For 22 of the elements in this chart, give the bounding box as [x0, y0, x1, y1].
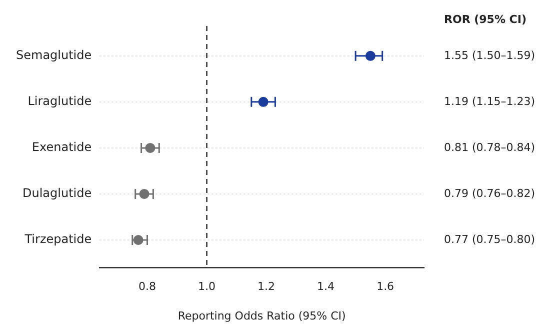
y-tick-label: Semaglutide — [16, 48, 92, 62]
data-label: 0.81 (0.78–0.84) — [444, 140, 536, 154]
point — [365, 50, 376, 61]
data-label: 1.19 (1.15–1.23) — [444, 94, 536, 108]
data-label: 1.55 (1.50–1.59) — [444, 48, 536, 62]
x-tick-label: 0.8 — [138, 280, 156, 294]
x-axis-title: Reporting Odds Ratio (95% CI) — [178, 309, 346, 322]
point — [133, 234, 144, 245]
y-tick-label: Tirzepatide — [24, 232, 92, 246]
x-tick-label: 1.2 — [258, 280, 276, 294]
y-tick-label: Exenatide — [32, 140, 92, 154]
x-tick-label: 1.4 — [317, 280, 335, 294]
data-label: 0.77 (0.75–0.80) — [444, 232, 536, 246]
point — [258, 96, 268, 107]
text: ROR (95% CI) — [444, 12, 526, 26]
point — [139, 188, 150, 199]
x-tick-label: 1.6 — [376, 280, 394, 294]
y-tick-label: Dulaglutide — [22, 186, 92, 200]
y-tick-label: Liraglutide — [28, 94, 92, 108]
data-label: 0.79 (0.76–0.82) — [444, 186, 536, 200]
point — [145, 142, 156, 153]
x-tick-label: 1.0 — [198, 280, 216, 294]
